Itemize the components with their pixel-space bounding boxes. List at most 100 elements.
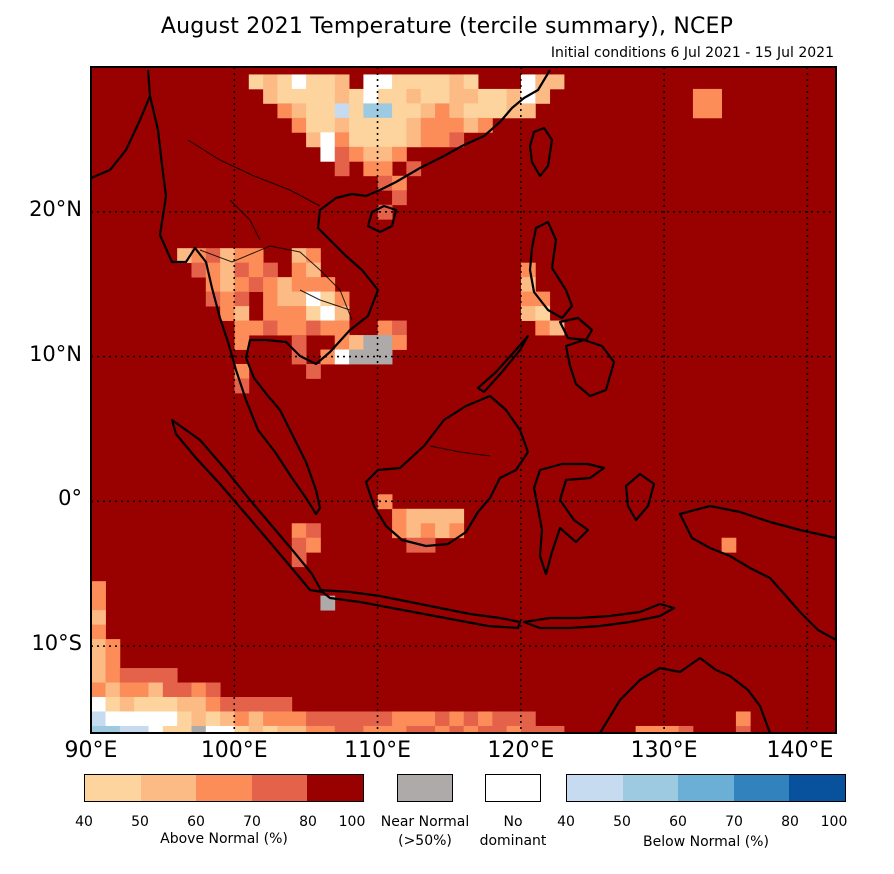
grid-cell — [435, 88, 450, 104]
grid-cell — [721, 537, 737, 553]
grid-cell — [363, 88, 379, 104]
grid-cell — [506, 711, 522, 727]
longitude-label: 110°E — [344, 738, 411, 763]
grid-cell — [91, 711, 106, 727]
grid-cell — [234, 697, 250, 712]
grid-cell — [234, 335, 250, 350]
grid-cell — [478, 103, 493, 119]
grid-cell — [234, 277, 250, 293]
grid-cell — [492, 711, 508, 727]
grid-cell — [277, 291, 293, 307]
grid-cell — [363, 74, 379, 90]
grid-cell — [263, 320, 278, 336]
grid-cell — [306, 711, 321, 727]
grid-cell — [91, 682, 106, 698]
grid-cell — [320, 146, 336, 162]
grid-cell — [277, 697, 293, 712]
grid-cell — [363, 335, 379, 350]
grid-cell — [392, 146, 407, 162]
grid-cell — [220, 711, 235, 727]
grid-cell — [148, 711, 164, 727]
grid-cell — [406, 117, 422, 133]
grid-cell — [191, 262, 207, 278]
grid-cell — [134, 725, 149, 733]
grid-cell — [449, 117, 465, 133]
grid-cell — [205, 248, 221, 264]
grid-cell — [306, 537, 321, 553]
grid-cell — [406, 88, 422, 104]
grid-cell — [306, 248, 321, 264]
grid-cell — [134, 697, 149, 712]
grid-cell — [320, 88, 336, 104]
grid-cell — [263, 74, 278, 90]
grid-cell — [291, 725, 307, 733]
grid-cell — [291, 117, 307, 133]
grid-cell — [291, 88, 307, 104]
below-70-80-swatch — [733, 775, 790, 801]
coast-borneo — [364, 394, 530, 548]
grid-cell — [306, 74, 321, 90]
grid-cell — [377, 725, 393, 733]
grid-cell — [420, 711, 436, 727]
no-dominant-swatch — [485, 774, 541, 802]
grid-cell — [377, 161, 393, 177]
coast-mindanao — [564, 338, 616, 398]
above-tick: 40 — [75, 814, 93, 830]
grid-cell — [277, 306, 293, 321]
grid-cell — [349, 146, 364, 162]
grid-cell — [435, 523, 450, 539]
grid-cell — [449, 132, 465, 148]
grid-cell — [392, 508, 407, 524]
grid-cell — [205, 682, 221, 698]
grid-cell — [377, 88, 393, 104]
grid-cell — [91, 725, 106, 733]
grid-cell — [334, 349, 350, 365]
grid-cell — [349, 117, 364, 133]
grid-cell — [535, 88, 551, 104]
grid-cell — [635, 725, 651, 733]
grid-cell — [664, 725, 680, 733]
coast-taiwan — [528, 126, 554, 178]
grid-cell — [91, 624, 106, 640]
grid-cell — [349, 132, 364, 148]
grid-cell — [291, 291, 307, 307]
grid-cell — [320, 725, 336, 733]
above-40-50-swatch — [85, 775, 141, 801]
grid-cell — [420, 523, 436, 539]
map-frame — [90, 66, 837, 734]
coast-new-guinea — [678, 504, 836, 642]
latitude-label: 10°N — [29, 341, 82, 366]
grid-cell — [406, 161, 422, 177]
below-tick: 70 — [725, 814, 743, 830]
grid-cell — [306, 320, 321, 336]
below-60-70-swatch — [678, 775, 734, 801]
grid-cell — [435, 711, 450, 727]
below-50-60-swatch — [622, 775, 679, 801]
grid-cell — [291, 306, 307, 321]
grid-cell — [162, 668, 178, 683]
coastlines — [91, 69, 836, 733]
grid-cell — [377, 711, 393, 727]
grid-cell — [521, 725, 536, 733]
grid-cell — [521, 291, 536, 307]
grid-cell — [363, 103, 379, 119]
grid-cell — [363, 117, 379, 133]
grid-cell — [248, 74, 264, 90]
no-dominant-label: No — [503, 814, 523, 830]
grid-cell — [320, 306, 336, 321]
coast-luzon — [528, 220, 574, 320]
grid-cell — [406, 74, 422, 90]
longitude-label: 90°E — [64, 738, 118, 763]
grid-cell — [392, 320, 407, 336]
below-tick: 100 — [820, 814, 848, 830]
grid-cell — [420, 103, 436, 119]
grid-cell — [191, 711, 207, 727]
grid-cell — [220, 291, 235, 307]
grid-cell — [291, 103, 307, 119]
grid-cell — [105, 668, 121, 683]
grid-cell — [220, 697, 235, 712]
grid-cell — [334, 335, 350, 350]
grid-cell — [377, 175, 393, 191]
grid-cell — [435, 508, 450, 524]
grid-cell — [162, 711, 178, 727]
